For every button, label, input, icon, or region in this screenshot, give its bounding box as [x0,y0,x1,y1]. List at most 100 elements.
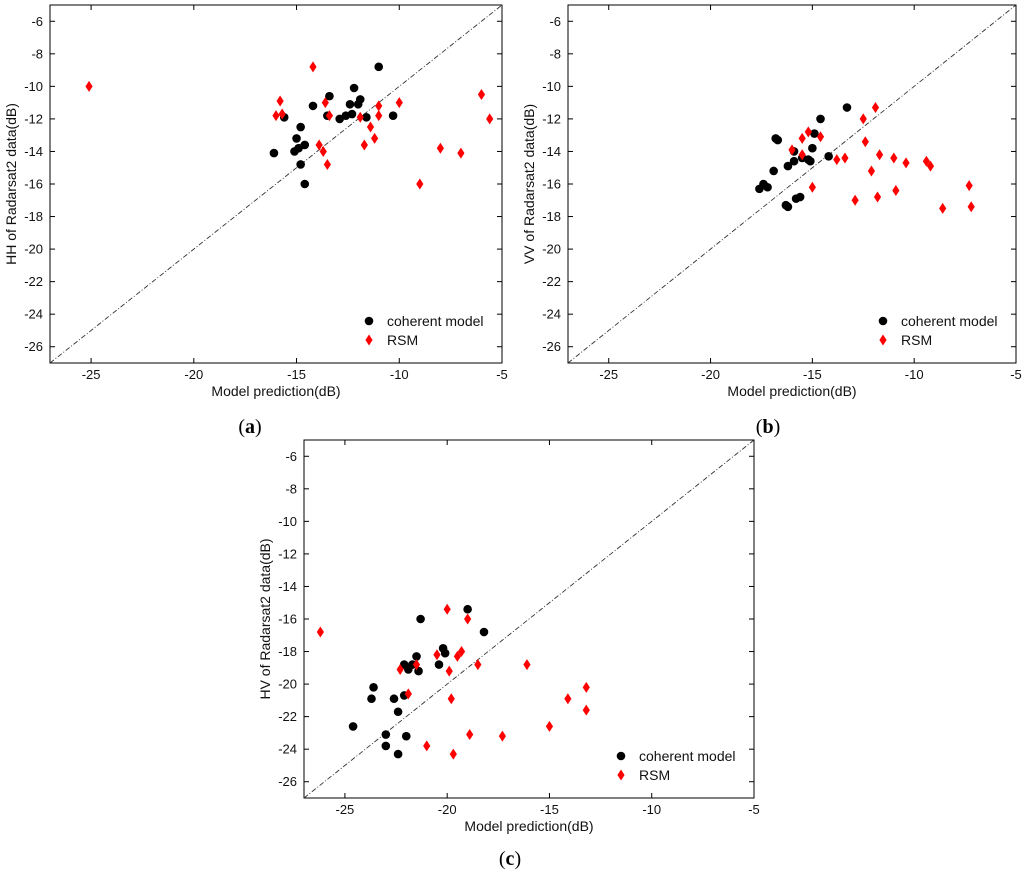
legend-entry: RSM [901,332,932,348]
y-tick-label: -20 [278,677,297,692]
data-point-coherent [369,683,378,692]
data-point-rsm [967,201,975,213]
legend-marker-rsm [365,334,373,346]
panel-label-letter: c [506,848,515,870]
data-point-rsm [316,626,324,638]
data-point-rsm [798,149,806,161]
panel-label-letter: b [762,416,773,438]
legend: coherent model RSM [364,313,484,348]
panel-label-open: ( [756,416,763,438]
panel-label-letter: a [245,416,255,438]
data-point-rsm [890,152,898,164]
panel-label-close: ) [255,416,262,438]
y-tick-label: -26 [542,339,561,354]
data-point-rsm [323,158,331,170]
data-point-rsm [457,646,466,658]
x-axis-label: Model prediction(dB) [464,818,593,834]
panel-label-open: ( [499,848,506,870]
y-tick-label: -22 [24,274,43,289]
data-point-coherent [816,114,825,124]
data-point-coherent [296,122,305,132]
data-point-coherent [325,91,334,101]
y-tick-label: -20 [24,242,43,257]
reference-line-1to1 [49,4,503,364]
data-point-coherent [401,731,411,741]
data-point-coherent [355,95,365,104]
y-tick-label: -24 [24,307,43,322]
data-point-coherent [308,101,318,111]
series-rsm [85,61,494,190]
data-point-rsm [276,95,284,107]
data-point-rsm [833,154,841,166]
data-point-rsm [965,180,973,192]
y-tick-label: -24 [278,742,297,757]
x-tick-label: -15 [287,367,306,382]
y-tick-label: -18 [24,209,43,224]
data-point-rsm [321,97,329,109]
data-point-coherent [783,161,793,171]
data-point-rsm [453,650,462,662]
data-point-rsm [272,110,280,122]
y-tick-label: -8 [549,46,561,61]
legend: coherent model RSM [878,313,998,348]
data-point-rsm [498,730,507,742]
legend-entry: coherent model [901,313,998,329]
panel-label-open: ( [238,416,245,438]
data-point-coherent [783,202,793,212]
x-tick-label: -25 [82,367,101,382]
y-axis-label: VV of Radarsat2 data(dB) [521,104,537,264]
legend-marker-coherent [616,751,626,761]
data-point-rsm [861,136,869,148]
data-point-rsm [892,185,900,197]
x-tick-label: -20 [438,802,457,817]
data-point-coherent [479,627,489,637]
data-point-rsm [466,729,474,741]
data-point-rsm [433,649,441,661]
data-point-coherent [416,614,425,624]
data-point-rsm [366,121,375,133]
data-point-coherent [269,148,279,158]
x-tick-label: -20 [701,367,720,382]
y-tick-label: -12 [24,111,43,126]
y-tick-label: -12 [278,546,297,561]
data-point-coherent [388,111,398,120]
data-point-coherent [367,694,376,704]
series-rsm [316,603,590,760]
data-point-coherent [463,604,472,614]
data-point-coherent [789,156,799,166]
data-point-rsm [416,178,424,190]
y-tick-label: -16 [24,177,43,192]
data-point-coherent [440,648,450,658]
y-axis-label: HH of Radarsat2 data(dB) [3,103,19,265]
data-point-rsm [325,110,334,122]
panel-b: -25 -20 -15 -10 -5 -6 -8 -10 -12 -14 -16 -18 -20 -22 -… [521,4,1022,438]
data-point-rsm [582,681,590,693]
data-point-coherent [795,192,805,202]
y-tick-label: -10 [542,79,561,94]
y-tick-label: -24 [542,307,561,322]
data-point-coherent [296,160,305,169]
y-tick-label: -22 [542,274,561,289]
data-point-rsm [85,80,93,92]
data-point-rsm [798,132,806,144]
data-point-rsm [375,110,383,122]
data-point-rsm [396,663,404,675]
data-point-rsm [939,202,947,214]
y-tick-label: -20 [542,242,561,257]
data-point-coherent [300,179,310,189]
y-tick-label: -26 [278,774,297,789]
legend-entry: RSM [387,332,418,348]
panel-c: -25 -20 -15 -10 -5 -6 -8 -10 -12 -14 -16 -18 -20 -22 -… [257,439,760,870]
data-point-rsm [816,131,825,143]
data-point-coherent [381,741,391,751]
data-point-rsm [412,659,421,671]
data-point-rsm [859,113,867,125]
y-tick-label: -26 [24,339,43,354]
x-axis-label: Model prediction(dB) [727,383,856,399]
data-point-rsm [873,191,882,203]
y-tick-label: -18 [542,209,561,224]
panel-label: (c) [499,848,521,870]
data-point-coherent [389,694,399,704]
data-point-rsm [445,665,453,677]
